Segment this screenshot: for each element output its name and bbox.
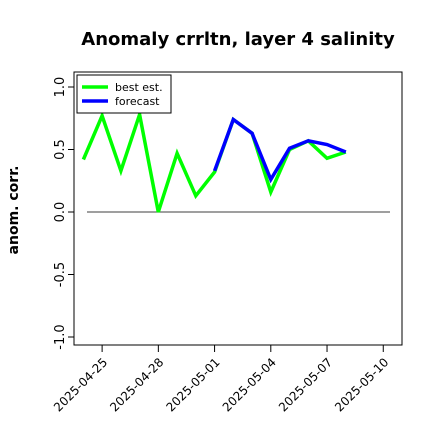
y-tick-label: 1.0 [53,77,68,98]
chart-title: Anomaly crrltn, layer 4 salinity [81,29,395,50]
y-tick-label: 0.5 [53,139,68,160]
x-tick-label: 2025-04-28 [107,355,166,414]
y-axis-label: anom. corr. [6,166,22,255]
x-tick-label: 2025-05-01 [163,355,222,414]
series-line-forecast [212,116,347,184]
x-axis: 2025-04-252025-04-282025-05-012025-05-04… [51,344,391,414]
x-tick-label: 2025-05-04 [220,355,279,414]
y-tick-label: 0.0 [53,202,68,223]
legend-label-forecast: forecast [115,95,160,108]
series-line-best-est [81,107,347,213]
series-layer [81,107,347,213]
y-tick-label: -0.5 [53,262,68,287]
y-tick-label: -1.0 [53,324,68,349]
legend-label-best-est: best est. [115,81,163,94]
x-tick-label: 2025-04-25 [51,355,110,414]
x-tick-label: 2025-05-07 [276,355,335,414]
legend-box [76,74,172,114]
legend: best est. forecast [76,74,172,114]
y-axis: -1.0 -0.5 0.0 0.5 1.0 [53,77,75,350]
x-tick-label: 2025-05-10 [332,355,391,414]
